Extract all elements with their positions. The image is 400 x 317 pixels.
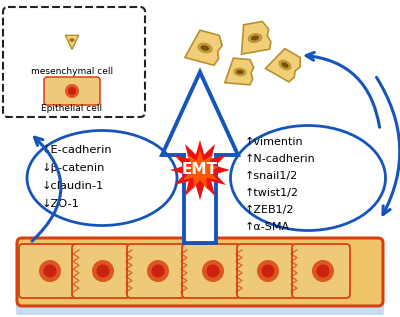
Circle shape [44,264,56,277]
Polygon shape [266,49,300,82]
Ellipse shape [248,34,262,42]
FancyArrowPatch shape [32,137,61,241]
Text: mesenchymal cell: mesenchymal cell [31,67,113,76]
Text: ↑ZEB1/2: ↑ZEB1/2 [245,205,294,215]
Ellipse shape [234,68,246,76]
Text: ↓ZO-1: ↓ZO-1 [42,199,80,209]
Text: ↑snail1/2: ↑snail1/2 [245,171,298,181]
Circle shape [312,260,334,282]
Ellipse shape [236,70,244,74]
Circle shape [96,264,110,277]
Ellipse shape [281,62,289,68]
FancyBboxPatch shape [127,244,185,298]
Circle shape [39,260,61,282]
Circle shape [316,264,330,277]
FancyBboxPatch shape [237,244,295,298]
FancyArrowPatch shape [306,53,380,127]
FancyBboxPatch shape [44,77,100,105]
Ellipse shape [251,36,259,41]
Circle shape [92,260,114,282]
Polygon shape [170,140,230,200]
Polygon shape [180,150,220,189]
Polygon shape [242,22,271,54]
Text: ↑α-SMA: ↑α-SMA [245,222,290,232]
Text: ↓β-catenin: ↓β-catenin [42,163,105,173]
Ellipse shape [279,60,291,70]
Ellipse shape [70,39,74,42]
Text: ↓claudin-1: ↓claudin-1 [42,181,104,191]
Text: Epithelial cell: Epithelial cell [42,104,102,113]
FancyBboxPatch shape [182,244,240,298]
Circle shape [147,260,169,282]
FancyBboxPatch shape [17,238,383,306]
Ellipse shape [198,43,212,53]
FancyBboxPatch shape [3,7,145,117]
Polygon shape [162,72,238,243]
Text: ↓E-cadherin: ↓E-cadherin [42,145,113,155]
Circle shape [65,84,79,98]
Text: ↑twist1/2: ↑twist1/2 [245,188,299,198]
Ellipse shape [71,39,73,41]
Circle shape [206,264,220,277]
Polygon shape [65,35,79,49]
FancyBboxPatch shape [19,244,77,298]
Ellipse shape [200,45,210,51]
FancyBboxPatch shape [292,244,350,298]
Circle shape [257,260,279,282]
FancyArrowPatch shape [376,77,400,215]
FancyBboxPatch shape [16,293,384,315]
FancyBboxPatch shape [72,244,130,298]
Circle shape [68,87,76,95]
Circle shape [202,260,224,282]
Text: ↑vimentin: ↑vimentin [245,137,304,147]
Circle shape [152,264,164,277]
Text: EMT: EMT [182,163,218,178]
Polygon shape [225,58,254,85]
Circle shape [262,264,274,277]
Text: ↑N-cadherin: ↑N-cadherin [245,154,316,164]
Polygon shape [185,30,222,65]
